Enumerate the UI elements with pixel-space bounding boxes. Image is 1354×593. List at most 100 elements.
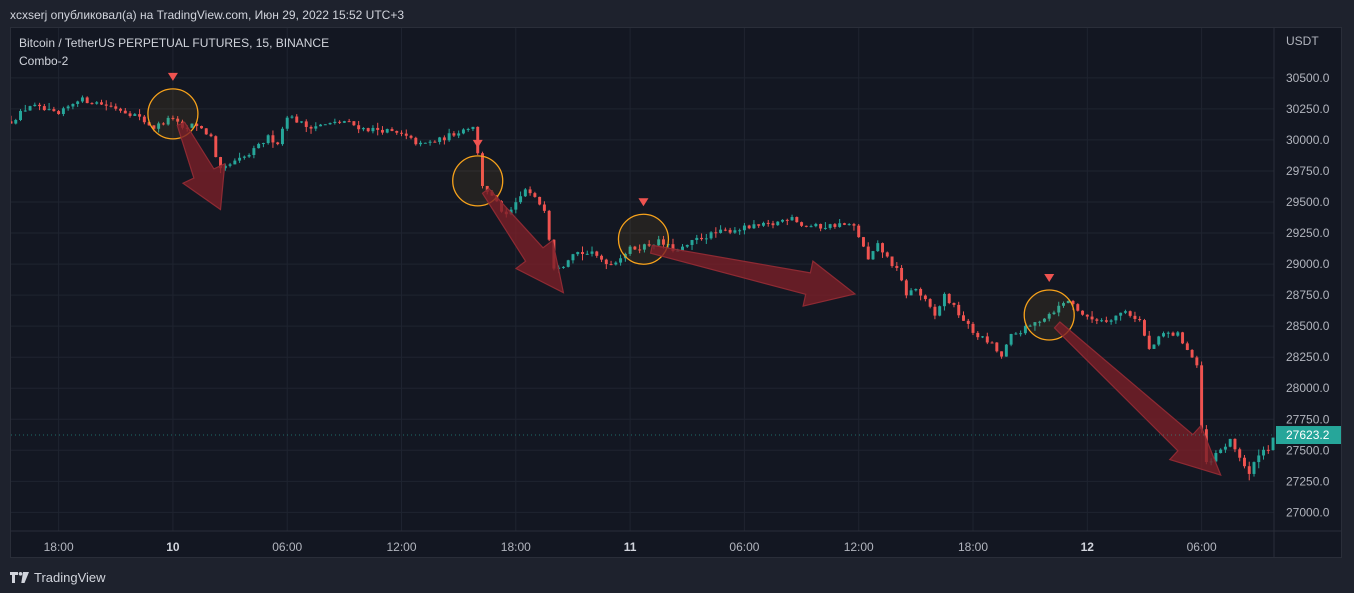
candle: [528, 189, 532, 194]
candle: [1266, 449, 1270, 451]
candle: [11, 121, 13, 124]
candle: [1042, 318, 1046, 322]
candle: [1062, 303, 1065, 306]
candle: [1162, 333, 1165, 337]
last-price-badge[interactable]: [1276, 426, 1342, 445]
candle: [85, 97, 89, 104]
candle: [738, 230, 742, 232]
candle: [204, 128, 208, 135]
candle: [481, 153, 484, 186]
candle: [1185, 343, 1189, 350]
candle: [952, 302, 956, 305]
indicator-legend[interactable]: Combo-2: [19, 54, 69, 68]
x-tick-label: 06:00: [1187, 540, 1217, 554]
candle: [600, 255, 604, 260]
candle: [714, 232, 718, 234]
sell-signal-marker[interactable]: [1044, 273, 1055, 282]
candle: [1219, 449, 1223, 453]
candle: [914, 289, 918, 291]
chart-background: [11, 28, 1341, 557]
candle: [357, 125, 361, 130]
candle: [561, 266, 565, 268]
candle: [380, 129, 384, 133]
candle: [785, 219, 789, 221]
candle: [123, 110, 127, 114]
sell-signal-marker[interactable]: [167, 72, 178, 81]
x-tick-label: 12:00: [844, 540, 874, 554]
candle: [871, 251, 875, 260]
candle: [985, 336, 989, 343]
candle: [1123, 311, 1127, 313]
candle: [904, 280, 908, 296]
candle: [890, 256, 894, 266]
candle: [523, 189, 527, 197]
sell-signal-marker[interactable]: [472, 139, 483, 148]
candle: [233, 160, 237, 165]
candle: [819, 223, 823, 229]
candle: [76, 101, 80, 104]
sell-signal-marker[interactable]: [638, 198, 649, 207]
candle: [781, 219, 784, 222]
candle: [542, 204, 546, 211]
candle: [1128, 311, 1132, 316]
candle: [1100, 320, 1104, 322]
candle: [885, 252, 889, 257]
y-tick-label: 29000.0: [1286, 257, 1330, 271]
x-tick-label: 11: [624, 540, 637, 554]
candle: [633, 246, 637, 250]
candle: [962, 315, 965, 321]
y-tick-label: 30500.0: [1286, 71, 1330, 85]
chart-pane[interactable]: USDT 30500.0 30250.0 30000.0 29750.0 29500.0 2…: [10, 27, 1342, 558]
candle: [219, 157, 223, 169]
candle: [461, 129, 465, 134]
candle: [1052, 312, 1056, 315]
candle: [1238, 449, 1242, 458]
candle: [733, 230, 737, 233]
candle: [471, 126, 475, 130]
candle: [395, 131, 399, 133]
candle: [33, 104, 37, 107]
candle: [1252, 462, 1256, 474]
candle: [1242, 457, 1246, 467]
candle: [319, 124, 323, 127]
candle: [252, 148, 256, 156]
candle: [419, 142, 423, 145]
candle: [1033, 322, 1037, 326]
candle: [276, 142, 280, 145]
candle: [14, 120, 18, 124]
candle: [161, 123, 165, 125]
candle: [1257, 455, 1261, 463]
candle: [881, 243, 885, 253]
candle: [300, 121, 303, 123]
candle: [257, 143, 261, 149]
y-tick-label: 28500.0: [1286, 319, 1330, 333]
candle: [409, 135, 413, 138]
candle: [923, 295, 927, 300]
x-tick-label: 06:00: [272, 540, 302, 554]
tradingview-brand[interactable]: TradingView: [10, 569, 106, 585]
candle: [766, 222, 770, 224]
candle: [761, 222, 765, 226]
trend-arrow: [649, 244, 857, 307]
y-tick-label: 27000.0: [1286, 505, 1330, 519]
candle: [309, 126, 313, 129]
candle: [833, 224, 837, 227]
candle: [862, 237, 865, 247]
signal-circle[interactable]: [617, 213, 670, 265]
price-chart[interactable]: USDT 30500.0 30250.0 30000.0 29750.0 29500.0 2…: [11, 28, 1342, 558]
candle: [447, 133, 451, 141]
candle: [171, 117, 175, 119]
candle: [304, 121, 308, 127]
candle: [695, 237, 699, 241]
candle: [1000, 351, 1004, 357]
candle: [809, 226, 813, 228]
symbol-title[interactable]: Bitcoin / TetherUS PERPETUAL FUTURES, 15…: [19, 36, 330, 50]
candle: [376, 127, 380, 130]
candle: [519, 196, 523, 203]
candle: [47, 109, 51, 111]
x-tick-label: 12:00: [387, 540, 417, 554]
candle: [838, 223, 842, 227]
candle: [104, 104, 108, 106]
candle: [366, 128, 370, 132]
candle: [795, 217, 799, 223]
